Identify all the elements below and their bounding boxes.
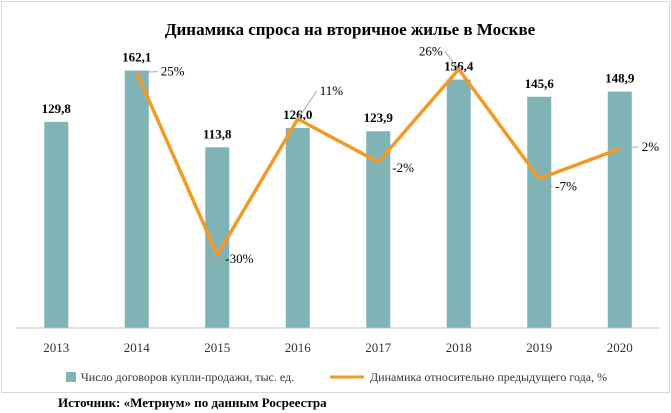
legend-label-line: Динамика относительно предыдущего года, … [370,370,607,384]
bar-label-2020: 148,9 [605,71,635,86]
line-label-2016: 11% [320,83,344,98]
line-label-2015: -30% [225,251,253,266]
bar-2013 [44,121,69,328]
line-label-leader-2019 [538,178,553,188]
bar-label-2016: 126,0 [283,107,312,122]
line-label-leader-2017 [378,161,390,169]
bar-label-2019: 145,6 [525,76,555,91]
x-tick-2020: 2020 [607,340,633,355]
source-note: Источник: «Метриум» по данным Росреестра [58,395,327,410]
line-label-2020: 2% [642,139,660,154]
bar-label-2013: 129,8 [42,101,72,116]
bar-label-2017: 123,9 [364,110,394,125]
line-label-2017: -2% [392,160,414,175]
bar-2017 [366,131,391,328]
bar-label-2015: 113,8 [203,126,232,141]
x-tick-2017: 2017 [365,340,392,355]
line-label-2019: -7% [555,179,577,194]
x-tick-2014: 2014 [124,340,151,355]
bar-2020 [607,91,632,328]
x-tick-2013: 2013 [43,340,69,355]
bar-2019 [527,96,552,329]
bar-2016 [285,127,310,328]
legend-swatch-bars [66,372,76,382]
x-tick-2019: 2019 [526,340,552,355]
bar-label-2018: 156,4 [444,59,474,74]
legend-label-bars: Число договоров купли-продажи, тыс. ед. [81,370,294,384]
line-label-leader-2015 [216,254,223,260]
x-tick-2018: 2018 [446,340,472,355]
line-label-leader-2016 [297,90,318,120]
line-label-2014: 25% [161,64,185,79]
line-label-leader-2014 [136,71,158,74]
x-tick-2016: 2016 [285,340,312,355]
x-tick-2015: 2015 [204,340,230,355]
bar-2018 [446,79,471,328]
bar-label-2014: 162,1 [122,50,151,65]
line-label-2018: 26% [419,43,443,58]
chart-title: Динамика спроса на вторичное жилье в Мос… [165,20,536,39]
bar-2014 [124,70,149,328]
line-label-leader-2018 [444,50,460,70]
line-label-leader-2020 [619,146,639,150]
